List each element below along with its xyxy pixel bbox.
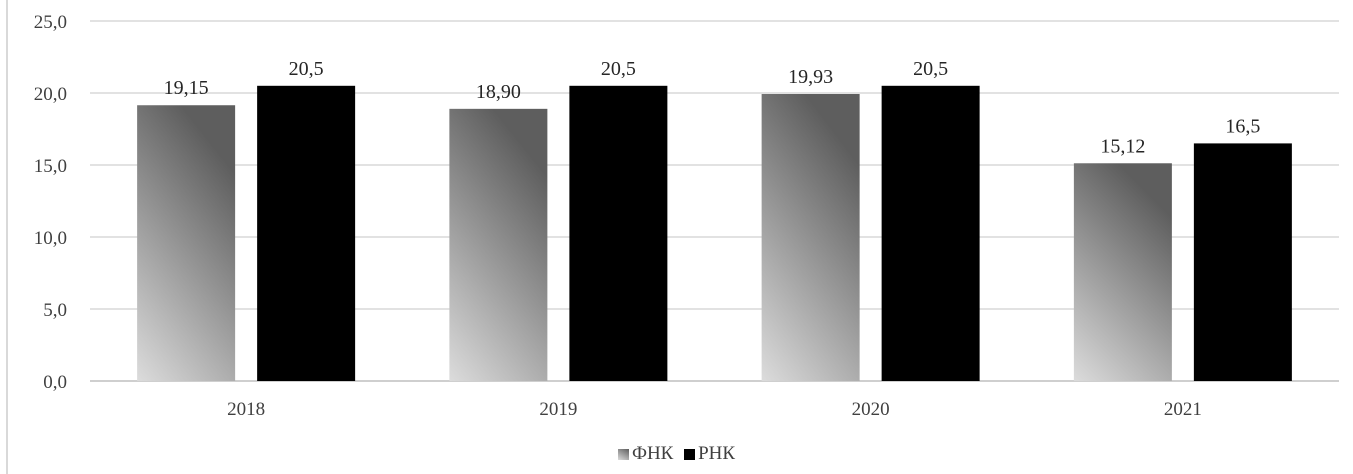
legend-item-fnk: ФНК [617, 443, 674, 465]
data-label-fnk-2019: 18,90 [476, 81, 521, 103]
chart-frame [6, 0, 1353, 474]
data-label-rnk-2021: 16,5 [1225, 115, 1260, 137]
bar-fnk-2019 [449, 108, 548, 381]
x-tick-label: 2020 [852, 399, 890, 420]
y-tick-label: 5,0 [43, 300, 67, 321]
legend-label-fnk: ФНК [631, 443, 674, 464]
x-tick-label: 2021 [1164, 399, 1202, 420]
bar-fnk-2021 [1073, 163, 1172, 381]
bar-fnk-2020 [761, 94, 860, 382]
y-tick-label: 25,0 [34, 12, 67, 33]
bar-fnk-2018 [137, 105, 236, 382]
chart-legend: ФНК РНК [0, 443, 1353, 466]
y-tick-label: 0,0 [43, 372, 67, 393]
data-label-rnk-2018: 20,5 [289, 58, 324, 80]
legend-swatch-rnk [684, 448, 696, 460]
bar-rnk-2020 [881, 85, 980, 382]
bar-rnk-2018 [257, 85, 356, 382]
data-label-fnk-2021: 15,12 [1100, 135, 1145, 157]
data-label-rnk-2020: 20,5 [913, 58, 948, 80]
bar-rnk-2021 [1193, 143, 1292, 381]
bar-chart: 0,0 5,0 10,0 15,0 20,0 25,0 19,15 20,5 18,90 20,… [34, 12, 1339, 420]
data-label-fnk-2020: 19,93 [788, 66, 833, 88]
data-label-fnk-2018: 19,15 [164, 77, 209, 99]
data-label-rnk-2019: 20,5 [601, 58, 636, 80]
x-tick-label: 2018 [227, 399, 265, 420]
y-tick-label: 15,0 [34, 156, 67, 177]
legend-item-rnk: РНК [684, 443, 735, 465]
legend-swatch-fnk [617, 448, 629, 460]
y-tick-label: 10,0 [34, 228, 67, 249]
bar-rnk-2019 [569, 85, 668, 382]
y-tick-label: 20,0 [34, 84, 67, 105]
x-tick-label: 2019 [539, 399, 577, 420]
legend-label-rnk: РНК [698, 443, 736, 464]
